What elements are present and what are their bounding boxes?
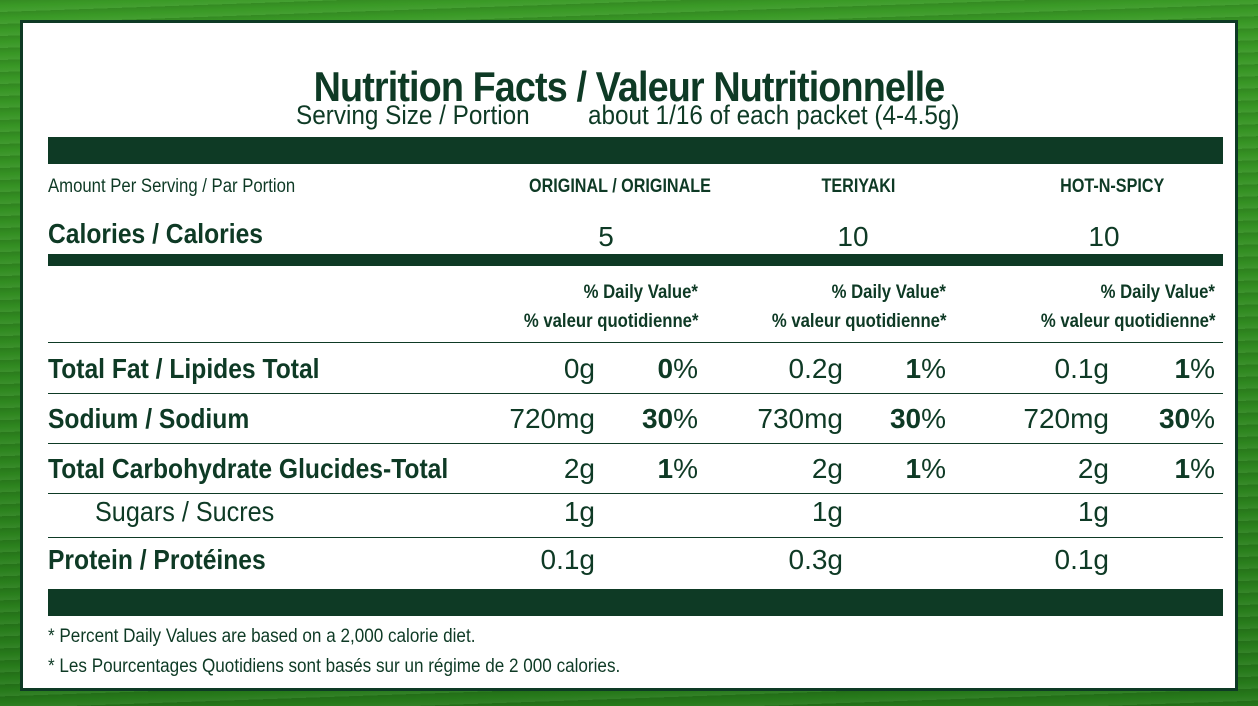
serving-size-label: Serving Size / Portion [296,100,530,130]
protein-amount-teriyaki: 0.3g [788,544,844,575]
nutrition-title: Nutrition Facts / Valeur Nutritionnelle [313,63,946,110]
divider-sugars [48,537,1223,538]
daily-value-header-2-fr: % valeur quotidienne* [771,311,946,332]
thick-divider-top [48,137,1223,164]
calories-teriyaki: 10 [837,221,869,252]
calories-label: Calories / Calories [48,218,264,249]
nutrition-facts-panel: Nutrition Facts / Valeur Nutritionnelle … [20,20,1238,691]
column-header-hot-n-spicy: HOT-N-SPICY [1060,176,1165,197]
sodium-label: Sodium / Sodium [48,403,250,434]
thick-divider-calories [48,254,1223,266]
daily-value-header-2-en: % Daily Value* [831,282,946,303]
daily-value-header-1-en: % Daily Value* [583,282,698,303]
total-fat-label: Total Fat / Lipides Total [48,353,320,384]
divider-dv [48,342,1223,343]
sodium-amount-teriyaki: 730mg [757,403,843,434]
carb-amount-original: 2g [563,453,595,484]
protein-label: Protein / Protéines [48,544,266,575]
sodium-dv-original: 30% [641,403,698,434]
total-fat-dv-teriyaki: 1% [905,353,946,384]
serving-size-value: about 1/16 of each packet (4-4.5g) [588,100,960,130]
carb-dv-original: 1% [657,453,698,484]
carb-dv-teriyaki: 1% [905,453,946,484]
protein-amount-hot-n-spicy: 0.1g [1054,544,1110,575]
carb-amount-hot-n-spicy: 2g [1077,453,1109,484]
sodium-amount-hot-n-spicy: 720mg [1023,403,1109,434]
sugars-amount-hot-n-spicy: 1g [1077,496,1109,527]
sugars-amount-teriyaki: 1g [811,496,843,527]
daily-value-header-1-fr: % valeur quotidienne* [523,311,698,332]
footnote-french: * Les Pourcentages Quotidiens sont basés… [48,656,621,677]
sodium-amount-original: 720mg [509,403,595,434]
divider-carb [48,493,1223,494]
sodium-dv-teriyaki: 30% [889,403,946,434]
total-fat-amount-hot-n-spicy: 0.1g [1054,353,1110,384]
divider-sodium [48,443,1223,444]
protein-amount-original: 0.1g [540,544,596,575]
column-header-original: ORIGINAL / ORIGINALE [529,176,711,197]
thick-divider-bottom [48,589,1223,616]
total-carbohydrate-label: Total Carbohydrate Glucides-Total [48,453,449,484]
footnote-english: * Percent Daily Values are based on a 2,… [48,626,476,647]
sugars-amount-original: 1g [563,496,595,527]
daily-value-header-3-en: % Daily Value* [1100,282,1215,303]
calories-original: 5 [598,221,614,252]
carb-dv-hot-n-spicy: 1% [1174,453,1215,484]
total-fat-amount-original: 0g [563,353,595,384]
total-fat-dv-hot-n-spicy: 1% [1174,353,1215,384]
column-header-teriyaki: TERIYAKI [821,176,896,197]
sugars-label: Sugars / Sucres [95,496,275,527]
sodium-dv-hot-n-spicy: 30% [1158,403,1215,434]
calories-hot-n-spicy: 10 [1088,221,1120,252]
divider-fat [48,393,1223,394]
total-fat-dv-original: 0% [657,353,698,384]
total-fat-amount-teriyaki: 0.2g [788,353,844,384]
amount-per-serving-header: Amount Per Serving / Par Portion [48,176,296,197]
daily-value-header-3-fr: % valeur quotidienne* [1040,311,1215,332]
carb-amount-teriyaki: 2g [811,453,843,484]
